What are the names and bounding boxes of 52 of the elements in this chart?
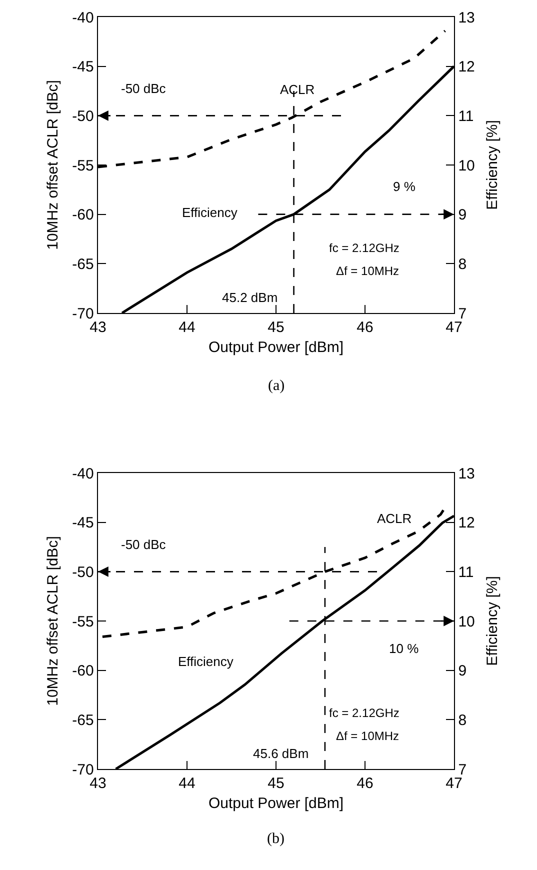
x-axis-title: Output Power [dBm] [208,339,344,356]
y-tick-label: -60 [72,206,94,224]
y-tick-label: -55 [72,157,94,174]
y-tick-label: -55 [72,613,94,630]
y-tick-label: -40 [72,465,94,482]
series-label: ACLR [377,511,412,526]
y2-tick-label: 10 [458,157,475,174]
ref-line-label: -50 dBc [121,537,166,552]
y2-tick-label: 8 [458,256,467,273]
y2-tick-label: 12 [458,514,475,532]
y2-axis-title: Efficiency [%] [484,576,501,666]
x-tick-label: 44 [178,319,196,336]
y2-tick-label: 9 [458,206,467,224]
y2-tick-label: 12 [458,58,475,76]
y-tick-label: -45 [72,514,94,532]
ref-line-label: 45.6 dBm [253,746,309,761]
y2-tick-label: 11 [458,108,474,125]
y2-tick-label: 11 [458,564,474,581]
y2-tick-label: 9 [458,662,467,680]
ref-line-label: 10 % [389,641,420,656]
series-label: Efficiency [178,654,234,669]
y-tick-label: -45 [72,58,94,76]
annotation: fc = 2.12GHz [329,706,400,720]
text: (a) [268,378,285,394]
y-tick-label: -40 [72,9,94,26]
ref-line-label: -50 dBc [121,81,166,96]
x-tick-label: 44 [178,775,196,792]
y-axis-title: 10MHz offset ACLR [dBc] [44,80,62,250]
y-tick-label: -50 [72,564,94,581]
y-tick-label: -65 [72,712,94,729]
series-label: Efficiency [182,205,238,220]
x-tick-label: 45 [268,775,284,792]
y-axis-title: 10MHz offset ACLR [dBc] [44,536,62,706]
x-tick-label: 45 [268,319,284,336]
annotation: Δf = 10MHz [336,729,400,743]
text: (b) [267,831,284,847]
y-tick-label: -65 [72,256,94,273]
ref-line-label: 45.2 dBm [222,290,278,305]
y-tick-label: -50 [72,108,94,125]
y2-tick-label: 13 [458,465,475,482]
y2-tick-label: 8 [458,712,467,729]
y2-tick-label: 10 [458,613,475,630]
y2-tick-label: 13 [458,9,475,26]
annotation: fc = 2.12GHz [329,241,400,255]
ref-line-label: 9 % [393,179,416,194]
x-tick-label: 46 [356,775,374,792]
x-axis-title: Output Power [dBm] [208,795,344,812]
y2-axis-title: Efficiency [%] [484,120,501,210]
x-tick-label: 46 [356,319,374,336]
series-label: ACLR [280,82,315,97]
y-tick-label: -60 [72,662,94,680]
annotation: Δf = 10MHz [336,264,400,278]
